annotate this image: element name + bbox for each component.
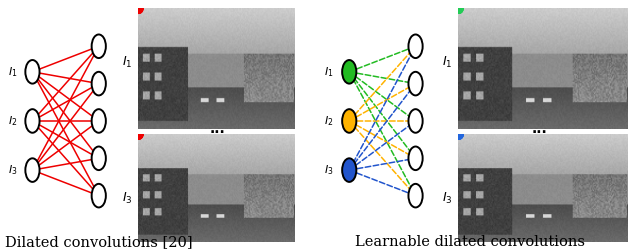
Circle shape	[408, 184, 422, 207]
Point	[453, 7, 463, 11]
Point	[454, 132, 464, 136]
Text: ...: ...	[210, 122, 225, 136]
Point	[134, 7, 144, 11]
Point	[453, 7, 463, 11]
Point	[133, 133, 143, 137]
Point	[454, 133, 464, 137]
Text: Dilated convolutions [20]: Dilated convolutions [20]	[5, 235, 193, 249]
Text: Learnable dilated convolutions: Learnable dilated convolutions	[355, 235, 586, 249]
Point	[133, 133, 143, 137]
Circle shape	[342, 60, 356, 84]
Circle shape	[408, 109, 422, 133]
Point	[453, 133, 463, 137]
Circle shape	[342, 158, 356, 182]
Point	[453, 7, 463, 11]
Circle shape	[342, 109, 356, 133]
Text: $I_2$: $I_2$	[8, 114, 17, 128]
Text: $I_1$: $I_1$	[324, 65, 334, 79]
Circle shape	[408, 146, 422, 170]
Point	[453, 7, 463, 11]
Point	[134, 6, 144, 10]
Point	[134, 133, 144, 137]
Point	[133, 132, 143, 136]
Text: $I_3$: $I_3$	[8, 163, 17, 177]
Circle shape	[26, 158, 40, 182]
Point	[134, 133, 144, 137]
Point	[133, 133, 143, 137]
Point	[133, 7, 143, 11]
Text: $I_3$: $I_3$	[324, 163, 334, 177]
Text: $I_2$: $I_2$	[324, 114, 334, 128]
Text: $I_3$: $I_3$	[122, 191, 132, 206]
Point	[453, 7, 463, 11]
Point	[133, 7, 143, 11]
Point	[454, 133, 464, 137]
Circle shape	[92, 72, 106, 96]
Text: $I_1$: $I_1$	[442, 54, 452, 70]
Point	[133, 7, 143, 11]
Point	[453, 133, 463, 137]
Circle shape	[92, 146, 106, 170]
Text: $I_3$: $I_3$	[442, 191, 452, 206]
Point	[133, 7, 143, 11]
Circle shape	[26, 109, 40, 133]
Text: ...: ...	[532, 122, 547, 136]
Text: $I_1$: $I_1$	[122, 54, 132, 70]
Point	[453, 7, 463, 11]
Point	[454, 7, 464, 11]
Point	[453, 133, 463, 137]
Circle shape	[408, 35, 422, 58]
Point	[134, 132, 144, 136]
Circle shape	[26, 60, 40, 84]
Point	[453, 132, 463, 136]
Point	[454, 133, 464, 137]
Text: $I_1$: $I_1$	[8, 65, 17, 79]
Point	[133, 132, 143, 136]
Point	[133, 7, 143, 11]
Point	[133, 7, 143, 11]
Point	[454, 7, 464, 11]
Circle shape	[92, 35, 106, 58]
Circle shape	[92, 184, 106, 207]
Circle shape	[92, 109, 106, 133]
Point	[454, 7, 464, 11]
Point	[133, 133, 143, 137]
Circle shape	[408, 72, 422, 96]
